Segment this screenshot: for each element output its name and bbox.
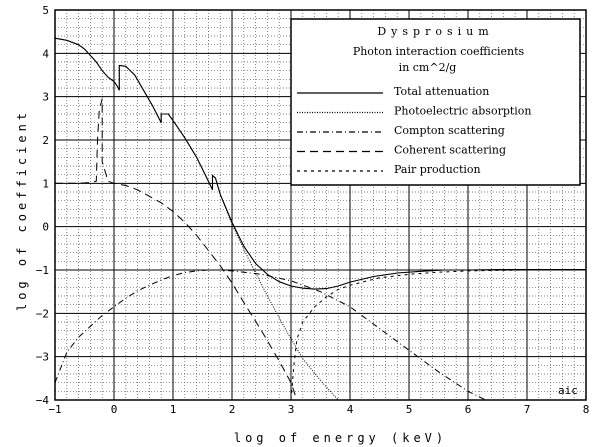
y-tick-label: 4 [42, 47, 49, 60]
x-tick-label: 6 [465, 403, 472, 416]
x-tick-label: 5 [406, 403, 413, 416]
plot-frame [54, 9, 587, 401]
legend-entry-label: Pair production [394, 163, 481, 176]
corner-mark: aic [558, 384, 578, 397]
series-line-photoelectric-absorption [54, 37, 350, 401]
legend-entry-label: Total attenuation [394, 85, 489, 98]
tick-labels: −1 0 1 2 3 4 5 6 7 8 −4 −3 −2 −1 0 1 2 3 4 5 [36, 4, 590, 416]
y-tick-label: −2 [36, 307, 49, 320]
legend-subtitle-2: in cm^2/g [399, 61, 457, 74]
legend-subtitle-1: Photon interaction coefficients [353, 45, 525, 58]
y-tick-label: 5 [42, 4, 49, 17]
y-tick-label: −3 [36, 351, 49, 364]
series-line-coherent-scattering [55, 98, 298, 401]
y-tick-label: 1 [42, 177, 49, 190]
y-tick-label: 2 [42, 134, 49, 147]
legend-entry-label: Compton scattering [394, 124, 505, 137]
x-tick-label: 2 [229, 403, 236, 416]
x-tick-label: 0 [111, 403, 118, 416]
y-tick-label: −4 [36, 394, 50, 407]
y-tick-label: 0 [42, 221, 49, 234]
legend-entry-label: Coherent scattering [394, 144, 506, 157]
legend-entries: Total attenuation Photoelectric absorptio… [297, 85, 532, 176]
y-axis-label: log of coefficient [15, 109, 29, 311]
x-tick-label: 3 [288, 403, 295, 416]
legend-title: Dysprosium [377, 25, 493, 38]
legend: Dysprosium Photon interaction coefficien… [290, 18, 581, 186]
series-line-compton-scattering [54, 269, 486, 401]
x-axis-label: log of energy (keV) [234, 431, 447, 445]
series-layer [54, 37, 586, 401]
legend-entry-label: Photoelectric absorption [394, 105, 532, 118]
y-tick-label: 3 [42, 91, 49, 104]
x-tick-label: −1 [48, 403, 61, 416]
series-line-pair-production [290, 269, 586, 401]
x-tick-label: 8 [583, 403, 590, 416]
legend-box [290, 18, 581, 186]
x-tick-label: 4 [347, 403, 354, 416]
x-tick-label: 7 [524, 403, 531, 416]
x-tick-label: 1 [170, 403, 177, 416]
y-tick-label: −1 [36, 264, 49, 277]
